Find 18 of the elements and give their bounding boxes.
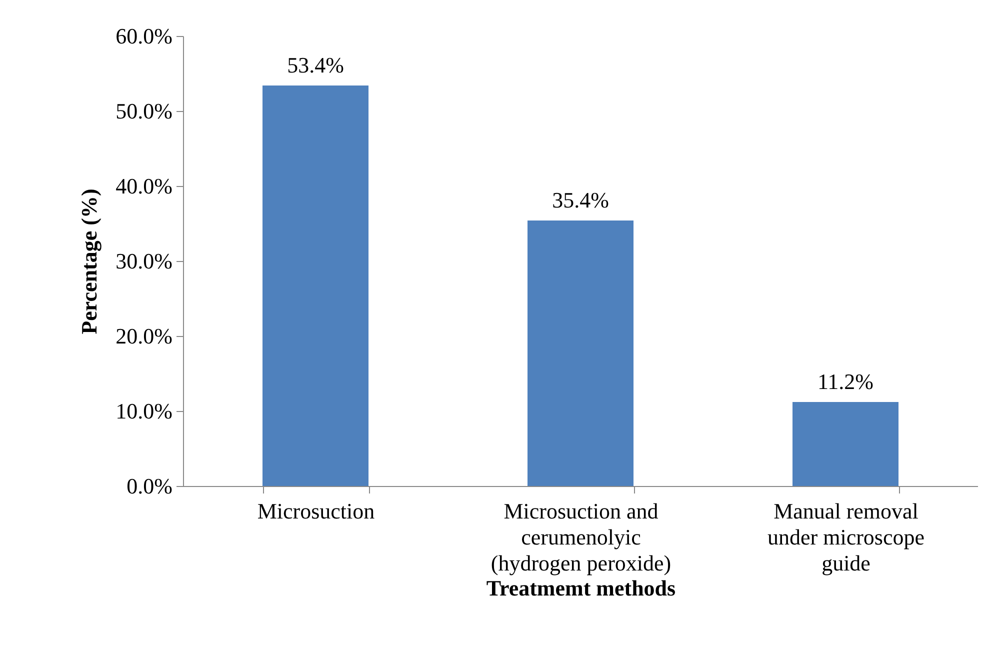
bar — [792, 402, 898, 486]
y-axis-title: Percentage (%) — [76, 188, 102, 334]
data-label: 53.4% — [287, 52, 344, 78]
bar — [528, 220, 634, 486]
y-tick-label: 40.0% — [116, 174, 172, 198]
x-axis-title: Treatmemt methods — [486, 576, 676, 600]
x-tick-label: Manual removal under microscope guide — [768, 498, 924, 576]
y-tick-label: 0.0% — [126, 474, 172, 498]
x-tick-label: Microsuction and cerumenolyic (hydrogen peroxide) — [490, 498, 672, 576]
data-label: 11.2% — [817, 369, 874, 394]
y-tick-label: 20.0% — [116, 324, 172, 348]
y-tick-label: 30.0% — [116, 248, 172, 274]
data-label: 35.4% — [552, 188, 609, 212]
y-tick-label: 60.0% — [116, 24, 172, 48]
y-tick-label: 50.0% — [116, 98, 172, 124]
x-tick-label: Microsuction — [257, 498, 375, 524]
y-tick-label: 10.0% — [116, 398, 172, 424]
bar — [262, 86, 368, 486]
